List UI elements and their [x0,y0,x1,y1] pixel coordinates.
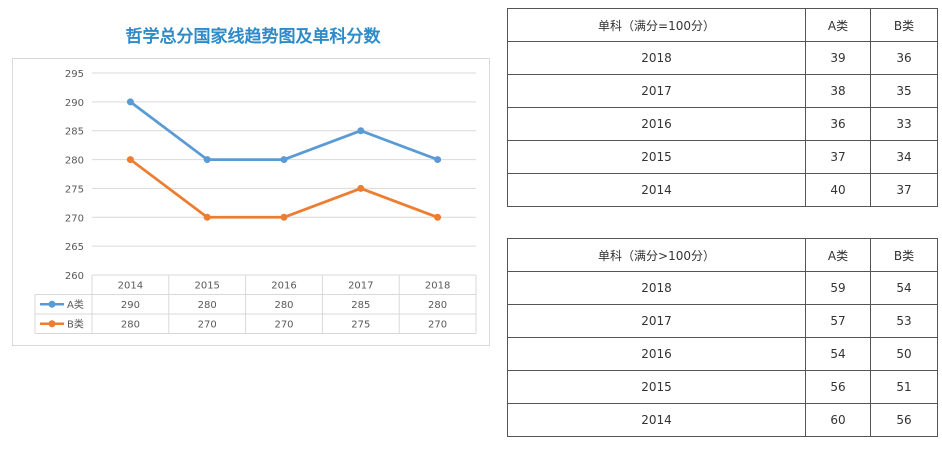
data-table-value: 270 [198,320,217,331]
table-header-cell: 单科（满分=100分） [507,8,806,42]
score-cell: 39 [805,41,871,75]
table-header-cell: B类 [870,238,938,272]
data-point [280,156,288,164]
score-table-full-100: 单科（满分=100分） A类 B类 2018 39 36 2017 38 35 2016 36 33 2… [507,8,938,207]
x-category-label: 2015 [194,281,219,292]
score-cell: 33 [870,107,938,141]
data-table-value: 275 [351,320,370,331]
score-cell: 34 [870,140,938,174]
score-cell: 51 [870,370,938,404]
year-cell: 2016 [507,107,806,141]
score-cell: 37 [870,173,938,207]
legend-label: B类 [67,318,84,331]
year-cell: 2014 [507,173,806,207]
table-header-row: 单科（满分=100分） A类 B类 [507,8,938,42]
data-point [434,156,442,164]
year-cell: 2018 [507,271,806,305]
x-category-label: 2018 [425,281,450,292]
table-row: 2016 54 50 [507,337,938,371]
score-cell: 53 [870,304,938,338]
data-table-value: 290 [121,300,140,311]
score-cell: 60 [805,403,871,437]
line-chart: 260 265 270 275 280 285 290 295 2014 2015 2016 2017… [34,69,477,334]
y-tick-label: 275 [65,184,84,195]
y-tick-label: 280 [65,156,84,167]
score-cell: 54 [805,337,871,371]
year-cell: 2014 [507,403,806,437]
table-row: 2014 40 37 [507,173,938,207]
table-row: 2015 56 51 [507,370,938,404]
score-cell: 50 [870,337,938,371]
data-point [126,156,134,164]
y-tick-label: 260 [65,271,84,282]
chart-title: 哲学总分国家线趋势图及单科分数 [125,27,381,47]
table-row: 2018 39 36 [507,41,938,75]
score-table-over-100: 单科（满分>100分） A类 B类 2018 59 54 2017 57 53 2016 54 50 2… [507,238,938,437]
data-table-value: 270 [274,320,293,331]
score-cell: 56 [870,403,938,437]
year-cell: 2015 [507,370,806,404]
table-row: 2018 59 54 [507,271,938,305]
score-cell: 36 [870,41,938,75]
score-cell: 37 [805,140,871,174]
data-point [434,213,442,221]
y-tick-label: 285 [65,127,84,138]
score-cell: 56 [805,370,871,404]
data-point [203,156,211,164]
data-point [280,213,288,221]
x-category-label: 2016 [271,281,296,292]
table-row: 2016 36 33 [507,107,938,141]
y-tick-label: 270 [65,213,84,224]
table-row: 2017 57 53 [507,304,938,338]
table-header-cell: B类 [870,8,938,42]
table-header-cell: A类 [805,8,871,42]
score-cell: 59 [805,271,871,305]
score-cell: 36 [805,107,871,141]
year-cell: 2015 [507,140,806,174]
table-header-cell: 单科（满分>100分） [507,238,806,272]
data-table-value: 270 [428,320,447,331]
score-cell: 57 [805,304,871,338]
legend-label: A类 [67,298,84,311]
data-point [357,127,365,135]
table-row: 2014 60 56 [507,403,938,437]
year-cell: 2017 [507,74,806,108]
legend-key-marker [48,320,56,328]
score-cell: 38 [805,74,871,108]
table-row: 2017 38 35 [507,74,938,108]
y-tick-label: 265 [65,242,84,253]
score-cell: 40 [805,173,871,207]
year-cell: 2017 [507,304,806,338]
year-cell: 2016 [507,337,806,371]
data-point [357,184,365,192]
x-category-label: 2014 [118,281,143,292]
x-category-label: 2017 [348,281,373,292]
data-point [203,213,211,221]
chart-frame: 260 265 270 275 280 285 290 295 2014 2015 2016 2017… [12,58,490,346]
score-cell: 35 [870,74,938,108]
data-table-value: 285 [351,300,370,311]
table-header-cell: A类 [805,238,871,272]
legend-key-marker [48,300,56,308]
table-header-row: 单科（满分>100分） A类 B类 [507,238,938,272]
table-row: 2015 37 34 [507,140,938,174]
data-point [126,98,134,106]
y-tick-label: 290 [65,98,84,109]
year-cell: 2018 [507,41,806,75]
data-table-value: 280 [428,300,447,311]
y-tick-label: 295 [65,69,84,80]
data-table-value: 280 [198,300,217,311]
score-cell: 54 [870,271,938,305]
data-table-value: 280 [121,320,140,331]
data-table-value: 280 [274,300,293,311]
